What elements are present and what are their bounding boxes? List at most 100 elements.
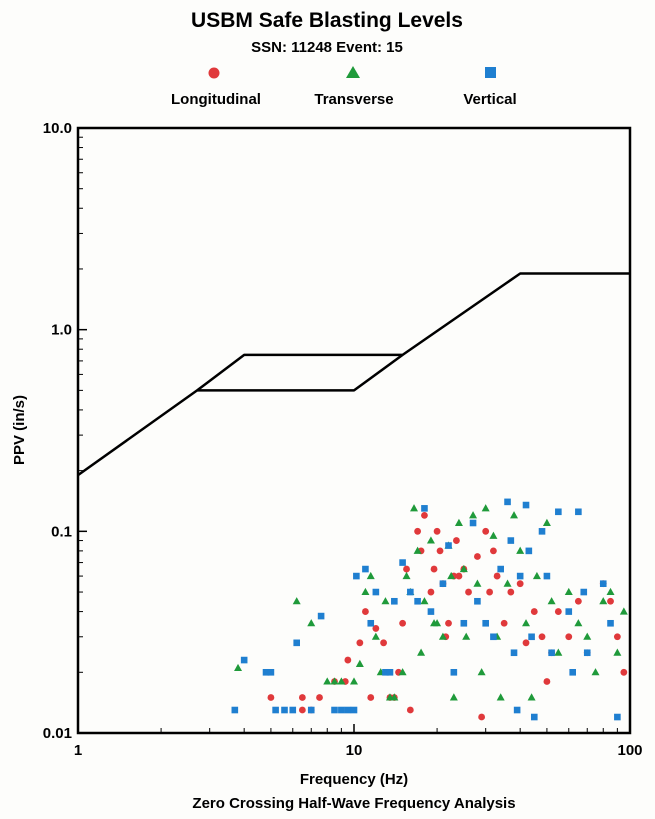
point-transverse [459,564,468,573]
point-vertical [530,713,538,721]
point-longitudinal [465,588,472,596]
point-transverse [420,597,429,605]
point-transverse [547,597,556,605]
y-tick-label: 0.1 [51,523,72,540]
point-transverse [447,571,456,580]
chart-subtitle: SSN: 11248 Event: 15 [251,39,403,56]
point-transverse [574,619,583,627]
point-transverse [564,587,573,596]
point-transverse [413,546,422,554]
limit-line-1 [77,272,630,477]
point-transverse [292,597,301,605]
point-vertical [350,706,358,714]
point-vertical [399,559,406,566]
point-vertical [382,668,389,676]
point-vertical [460,619,468,627]
point-longitudinal [554,608,562,615]
point-transverse [323,677,332,685]
point-longitudinal [486,588,494,596]
point-transverse [371,632,380,640]
point-longitudinal [445,619,452,627]
legend-square-icon [485,67,496,78]
point-vertical [367,619,375,627]
point-longitudinal [493,572,501,580]
point-vertical [525,547,533,555]
limit-line-2 [197,353,404,392]
point-transverse [532,571,541,580]
point-transverse [234,663,243,672]
point-vertical [555,508,562,516]
point-longitudinal [574,597,582,605]
point-longitudinal [530,608,538,615]
point-vertical [450,668,458,676]
y-tick-label: 0.01 [43,725,72,742]
point-longitudinal [356,639,364,647]
point-longitudinal [427,588,435,596]
x-axis-caption: Zero Crossing Half-Wave Frequency Analys… [192,795,515,812]
data-points [231,498,628,721]
point-longitudinal [399,619,407,627]
point-transverse [503,579,512,587]
point-vertical [516,572,524,580]
point-longitudinal [538,633,546,641]
point-longitudinal [298,706,306,714]
point-transverse [410,504,419,512]
point-transverse [417,648,426,656]
point-longitudinal [414,527,422,535]
point-transverse [496,693,505,701]
point-longitudinal [500,619,508,627]
point-longitudinal [406,706,414,714]
point-vertical [439,580,447,587]
point-transverse [606,587,615,596]
point-vertical [414,597,421,605]
point-vertical [497,565,504,573]
point-vertical [607,619,614,627]
point-vertical [510,649,518,657]
y-tick-label: 1.0 [51,322,72,339]
legend-triangle-icon [346,66,360,78]
point-transverse [307,619,316,627]
point-transverse [337,677,346,685]
point-vertical [543,572,551,580]
point-longitudinal [453,537,460,544]
point-vertical [583,649,591,657]
point-vertical [331,706,338,714]
point-transverse [619,607,628,615]
point-transverse [510,511,519,519]
legend-label-longitudinal: Longitudinal [171,91,261,108]
point-transverse [454,518,463,526]
point-longitudinal [478,713,486,721]
point-transverse [516,546,525,554]
point-longitudinal [482,527,490,535]
point-vertical [338,706,345,714]
legend: Longitudinal Transverse Vertical [171,66,517,108]
point-transverse [361,587,370,596]
point-longitudinal [362,608,369,615]
point-vertical [569,668,577,676]
point-longitudinal [543,678,551,685]
y-axis-label: PPV (in/s) [11,395,28,465]
legend-circle-icon [208,67,220,79]
x-axis-ticks: 1 10 100 [74,724,643,759]
point-vertical [240,656,248,664]
point-longitudinal [474,553,481,560]
point-vertical [469,519,477,527]
point-longitudinal [620,668,628,676]
y-tick-label: 10.0 [43,120,72,137]
x-tick-label: 10 [346,742,363,759]
point-vertical [289,706,297,714]
point-transverse [469,511,478,519]
y-axis-ticks: 0.01 0.1 1.0 10.0 [43,120,87,742]
point-vertical [386,668,394,676]
point-longitudinal [316,694,323,701]
point-vertical [281,706,288,714]
point-transverse [426,536,435,544]
point-transverse [583,632,592,640]
point-longitudinal [455,572,463,580]
point-vertical [307,706,315,714]
legend-label-transverse: Transverse [314,91,393,108]
point-vertical [317,612,325,620]
point-transverse [613,648,622,656]
point-transverse [350,677,358,685]
point-vertical [614,713,621,721]
